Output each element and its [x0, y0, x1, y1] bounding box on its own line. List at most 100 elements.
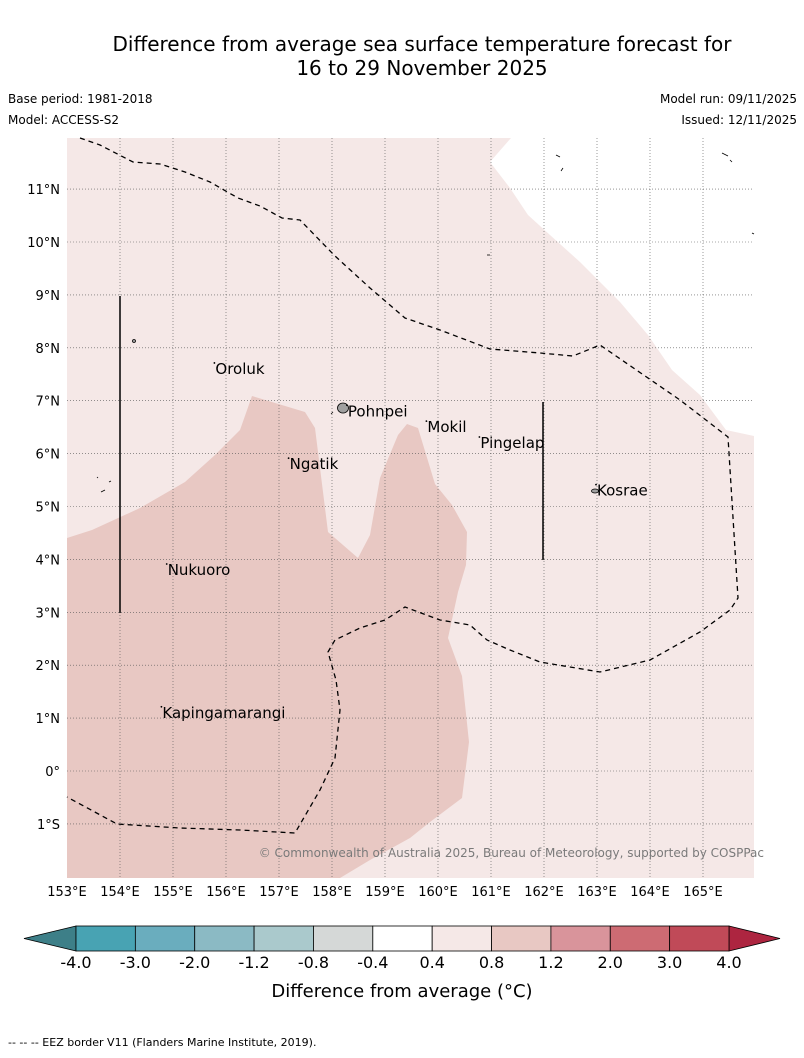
colorbar-tick-label: -2.0: [179, 953, 210, 972]
place-marker: [160, 705, 163, 708]
longitude-label: 157°E: [259, 885, 299, 900]
islet: [330, 411, 334, 415]
colorbar-segment: [253, 925, 314, 952]
islet: [100, 489, 106, 493]
colorbar-ticks: -4.0 -3.0 -2.0 -1.2 -0.8 -0.4 0.4 0.8 1.2 2.0 3.0 4…: [60, 953, 741, 972]
place-marker: [595, 483, 597, 486]
longitude-label: 159°E: [365, 885, 405, 900]
colorbar-tick-label: -1.2: [238, 953, 269, 972]
pohnpei-island: [337, 402, 349, 414]
place-label: Pohnpei: [348, 402, 408, 420]
eez-footnote: -- -- -- EEZ border V11 (Flanders Marine…: [8, 1036, 317, 1049]
longitude-label: 154°E: [100, 885, 140, 900]
title-line-2: 16 to 29 November 2025: [296, 56, 548, 80]
colorbar-tick-label: 2.0: [598, 953, 623, 972]
place-marker: [478, 436, 481, 438]
latitude-label: 6°N: [36, 448, 61, 463]
colorbar-tick-label: -0.4: [357, 953, 388, 972]
latitude-label: 9°N: [36, 289, 61, 304]
latitude-label: 8°N: [36, 342, 61, 357]
latitude-label: 1°N: [36, 712, 61, 727]
longitude-labels: 153°E 154°E 155°E 156°E 157°E 158°E 159°E 160°E…: [47, 885, 723, 900]
longitude-label: 153°E: [47, 885, 87, 900]
place-marker: [287, 457, 290, 460]
islet: [729, 159, 733, 163]
place-label: Kosrae: [597, 482, 648, 500]
colorbar-segment: [491, 925, 552, 952]
islet: [132, 339, 136, 343]
colorbar-tick-label: 4.0: [716, 953, 741, 972]
longitude-label: 163°E: [577, 885, 617, 900]
place-label: Kapingamarangi: [162, 704, 285, 722]
base-period: Base period: 1981-2018: [8, 92, 153, 106]
latitude-labels: 11°N 10°N 9°N 8°N 7°N 6°N 5°N 4°N 3°N 2°N 1°N 0° 1°S: [27, 183, 60, 833]
islet: [721, 152, 729, 157]
colorbar-tick-label: -3.0: [120, 953, 151, 972]
latitude-label: 5°N: [36, 501, 61, 516]
place-marker: [213, 362, 216, 364]
place-marker: [425, 420, 428, 423]
longitude-label: 158°E: [312, 885, 352, 900]
colorbar-segment: [431, 925, 492, 952]
islet: [108, 480, 112, 483]
longitude-label: 161°E: [471, 885, 511, 900]
islet: [96, 476, 99, 479]
model-run: Model run: 09/11/2025: [659, 92, 797, 106]
colorbar-segment: [609, 925, 671, 952]
latitude-label: 0°: [45, 765, 60, 780]
colorbar-segment: [550, 925, 611, 952]
islands: [96, 152, 755, 494]
forecast-map: Oroluk Pohnpei Mokil Pingelap Ngatik Kosrae Nu…: [23, 137, 781, 1002]
longitude-label: 162°E: [524, 885, 564, 900]
place-label: Oroluk: [215, 360, 264, 378]
colorbar-label: Difference from average (°C): [271, 981, 532, 1002]
latitude-label: 7°N: [36, 395, 61, 410]
longitude-label: 156°E: [206, 885, 246, 900]
colorbar-tick-label: -0.8: [298, 953, 329, 972]
latitude-label: 11°N: [27, 183, 60, 198]
latitude-label: 3°N: [36, 606, 61, 621]
copyright-notice: © Commonwealth of Australia 2025, Bureau…: [259, 846, 764, 860]
latitude-label: 4°N: [36, 553, 61, 568]
longitude-label: 155°E: [153, 885, 193, 900]
eez-borders: [66, 137, 739, 834]
graticule: [67, 138, 754, 878]
colorbar-tick-label: 0.4: [419, 953, 444, 972]
model-name: Model: ACCESS-S2: [8, 113, 120, 127]
colorbar-tick-label: 1.2: [538, 953, 563, 972]
eez-border-north: [66, 137, 739, 834]
islet: [555, 154, 561, 158]
kosrae-island: [591, 488, 599, 494]
colorbar-segment: [313, 925, 374, 952]
longitude-label: 165°E: [683, 885, 723, 900]
colorbar-tick-label: -4.0: [60, 953, 91, 972]
latitude-label: 2°N: [36, 659, 61, 674]
anomaly-field-medium: [67, 396, 469, 878]
chart-title: Difference from average sea surface temp…: [40, 32, 804, 80]
colorbar-segment: [75, 925, 136, 952]
colorbar-segment: [194, 925, 255, 952]
place-marker: [165, 563, 168, 565]
longitude-label: 160°E: [418, 885, 458, 900]
place-label: Mokil: [427, 418, 466, 436]
colorbar-under-arrow: [23, 925, 77, 952]
colorbar-segment: [669, 925, 730, 952]
place-label: Nukuoro: [168, 561, 231, 579]
colorbar: [23, 925, 781, 952]
issued-date: Issued: 12/11/2025: [681, 113, 797, 127]
colorbar-over-arrow: [728, 925, 781, 952]
latitude-label: 1°S: [37, 818, 60, 833]
colorbar-tick-label: 0.8: [479, 953, 504, 972]
latitude-label: 10°N: [27, 236, 60, 251]
place-labels: Oroluk Pohnpei Mokil Pingelap Ngatik Kosrae Nu…: [160, 360, 648, 722]
place-label: Pingelap: [480, 434, 544, 452]
islet: [751, 232, 755, 235]
no-data-region: [490, 138, 754, 436]
title-line-1: Difference from average sea surface temp…: [112, 32, 732, 56]
islet: [560, 167, 564, 172]
colorbar-segment: [372, 925, 433, 952]
longitude-label: 164°E: [630, 885, 670, 900]
colorbar-tick-label: 3.0: [657, 953, 682, 972]
place-label: Ngatik: [290, 455, 339, 473]
colorbar-segment: [134, 925, 196, 952]
